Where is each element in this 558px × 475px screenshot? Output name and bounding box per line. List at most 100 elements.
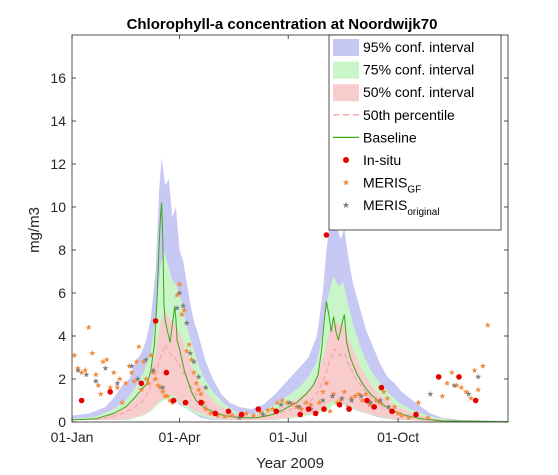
meris-original-point: [128, 362, 135, 369]
meris-gf-point: [330, 390, 337, 397]
meris-gf-point: [176, 281, 183, 287]
meris-gf-point: [150, 369, 157, 376]
y-tick-label: 6: [58, 285, 66, 301]
meris-gf-point: [444, 380, 451, 386]
insitu-point: [336, 402, 343, 408]
meris-gf-point: [119, 399, 126, 406]
y-tick-label: 0: [58, 414, 66, 430]
meris-original-point: [83, 371, 90, 378]
meris-gf-point: [415, 399, 422, 406]
meris-original-point: [295, 403, 302, 410]
insitu-point: [305, 406, 312, 412]
plot-area: [71, 34, 509, 423]
meris-gf-point: [453, 382, 460, 388]
meris-original-point: [451, 382, 458, 388]
meris-gf-point: [100, 358, 107, 365]
meris-gf-point: [257, 409, 264, 415]
meris-gf-point: [319, 388, 326, 395]
meris-gf-point: [377, 399, 384, 406]
meris-gf-point: [178, 311, 185, 318]
insitu-point: [225, 408, 232, 415]
band-50-conf-interval: [72, 310, 508, 422]
meris-original-point: [385, 403, 392, 410]
insitu-point: [182, 399, 189, 406]
meris-gf-point: [138, 386, 145, 393]
meris-gf-point: [405, 414, 412, 421]
meris-gf-point: [97, 390, 104, 397]
meris-original-point: [190, 358, 197, 365]
meris-original-point: [183, 319, 190, 326]
meris-gf-point: [92, 371, 99, 378]
insitu-point: [255, 406, 262, 412]
meris-gf-point: [391, 403, 398, 410]
meris-gf-point: [126, 362, 133, 369]
x-axis-title: Year 2009: [256, 455, 324, 472]
meris-original-point: [367, 399, 374, 406]
legend-label-p50: 50th percentile: [363, 107, 455, 123]
insitu-point: [107, 389, 113, 395]
insitu-point: [413, 411, 419, 418]
y-axis-title: mg/m3: [26, 207, 43, 253]
meris-gf-point: [107, 384, 114, 391]
meris-gf-point: [298, 405, 305, 412]
meris-gf-point: [229, 412, 236, 419]
y-tick-label: 14: [50, 113, 66, 129]
meris-gf-point: [380, 388, 387, 395]
meris-gf-point: [193, 380, 200, 386]
meris-gf-point: [467, 395, 474, 401]
meris-gf-point: [243, 410, 250, 416]
legend-swatch-ci95: [333, 39, 359, 56]
x-tick-label: 01-Jul: [269, 429, 307, 445]
meris-gf-point: [221, 413, 228, 420]
meris-gf-point: [181, 307, 188, 313]
meris-gf-point: [143, 375, 150, 382]
meris-gf-point: [135, 343, 142, 350]
y-tick-label: 4: [58, 328, 66, 344]
insitu-point: [198, 399, 204, 406]
meris-original-point: [377, 397, 384, 404]
legend-swatch-ci50: [333, 84, 359, 102]
meris-gf-point: [198, 390, 205, 397]
meris-gf-point: [362, 390, 369, 397]
meris-original-point: [180, 302, 187, 309]
meris-gf-point: [188, 356, 195, 363]
meris-gf-point: [89, 350, 96, 356]
meris-original-point: [260, 411, 267, 418]
meris-original-point: [338, 395, 345, 401]
meris-original-point: [150, 367, 157, 373]
meris-gf-point: [424, 414, 431, 421]
y-tick-label: 2: [58, 371, 66, 387]
insitu-point: [346, 406, 352, 412]
insitu-point: [78, 397, 85, 404]
y-tick-label: 10: [50, 199, 66, 215]
insitu-point: [378, 384, 385, 391]
meris-gf-point: [341, 388, 348, 395]
meris-gf-point: [395, 410, 402, 416]
meris-gf-point: [448, 369, 455, 376]
insitu-point: [472, 397, 479, 404]
legend-label-meris_gf: MERISGF: [363, 175, 421, 196]
meris-gf-point: [207, 410, 214, 416]
meris-gf-point: [116, 375, 123, 382]
legend-label-ci50: 50% conf. interval: [363, 84, 474, 100]
insitu-point: [323, 232, 330, 238]
meris-gf-point: [186, 341, 193, 348]
meris-gf-point: [133, 358, 140, 365]
meris-gf-point: [458, 384, 465, 391]
meris-gf-point: [164, 393, 171, 399]
meris-gf-point: [398, 412, 405, 419]
meris-gf-point: [78, 369, 85, 376]
meris-original-point: [114, 380, 121, 386]
meris-original-point: [348, 397, 355, 404]
meris-gf-point: [264, 407, 271, 413]
meris-gf-point: [471, 367, 478, 373]
meris-gf-point: [155, 382, 161, 388]
chart-title: Chlorophyll-a concentration at Noordwijk…: [127, 16, 438, 33]
meris-original-point: [187, 350, 194, 356]
meris-gf-point: [152, 375, 159, 382]
meris-original-point: [286, 399, 293, 406]
insitu-point: [321, 406, 327, 412]
insitu-point: [273, 408, 280, 415]
meris-gf-point: [72, 352, 78, 358]
